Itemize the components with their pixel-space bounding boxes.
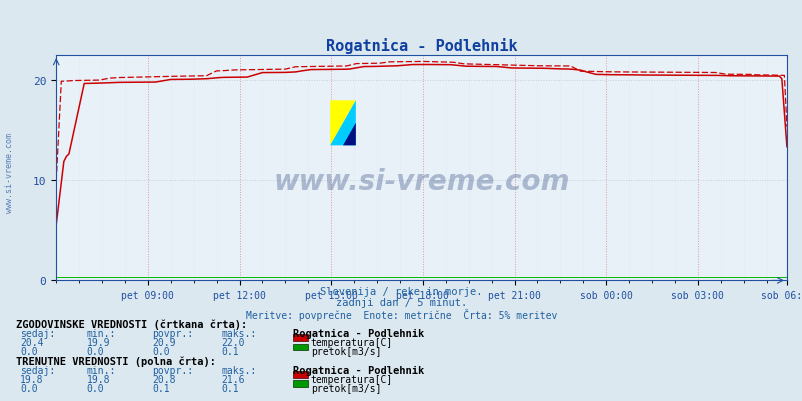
Text: 0.1: 0.1 <box>152 383 170 393</box>
Text: min.:: min.: <box>87 328 116 338</box>
Text: sedaj:: sedaj: <box>20 328 55 338</box>
Title: Rogatnica - Podlehnik: Rogatnica - Podlehnik <box>326 38 516 54</box>
Text: www.si-vreme.com: www.si-vreme.com <box>273 168 569 196</box>
Text: 20.9: 20.9 <box>152 337 176 347</box>
Text: Slovenija / reke in morje.: Slovenija / reke in morje. <box>320 287 482 297</box>
Text: 0.1: 0.1 <box>221 383 239 393</box>
Text: temperatura[C]: temperatura[C] <box>310 374 392 384</box>
Text: maks.:: maks.: <box>221 328 257 338</box>
Text: 19.8: 19.8 <box>20 374 43 384</box>
Text: Rogatnica - Podlehnik: Rogatnica - Podlehnik <box>293 365 423 375</box>
Text: 0.0: 0.0 <box>152 346 170 356</box>
Text: Meritve: povprečne  Enote: metrične  Črta: 5% meritev: Meritve: povprečne Enote: metrične Črta:… <box>245 308 557 320</box>
Text: 20.8: 20.8 <box>152 374 176 384</box>
Text: 0.0: 0.0 <box>20 383 38 393</box>
Polygon shape <box>342 124 355 146</box>
Text: 0.1: 0.1 <box>221 346 239 356</box>
Text: 19.9: 19.9 <box>87 337 110 347</box>
Text: maks.:: maks.: <box>221 365 257 375</box>
Text: povpr.:: povpr.: <box>152 328 193 338</box>
Text: sedaj:: sedaj: <box>20 365 55 375</box>
Text: 19.8: 19.8 <box>87 374 110 384</box>
Text: povpr.:: povpr.: <box>152 365 193 375</box>
Text: ZGODOVINSKE VREDNOSTI (črtkana črta):: ZGODOVINSKE VREDNOSTI (črtkana črta): <box>16 319 247 329</box>
Text: TRENUTNE VREDNOSTI (polna črta):: TRENUTNE VREDNOSTI (polna črta): <box>16 356 216 366</box>
Text: min.:: min.: <box>87 365 116 375</box>
Text: pretok[m3/s]: pretok[m3/s] <box>310 383 381 393</box>
Text: 0.0: 0.0 <box>20 346 38 356</box>
Text: 22.0: 22.0 <box>221 337 245 347</box>
Text: 20.4: 20.4 <box>20 337 43 347</box>
Polygon shape <box>330 101 355 146</box>
Text: www.si-vreme.com: www.si-vreme.com <box>5 132 14 213</box>
Text: pretok[m3/s]: pretok[m3/s] <box>310 346 381 356</box>
Text: 0.0: 0.0 <box>87 383 104 393</box>
Text: 0.0: 0.0 <box>87 346 104 356</box>
Text: zadnji dan / 5 minut.: zadnji dan / 5 minut. <box>335 298 467 308</box>
Text: 21.6: 21.6 <box>221 374 245 384</box>
Text: temperatura[C]: temperatura[C] <box>310 337 392 347</box>
Text: Rogatnica - Podlehnik: Rogatnica - Podlehnik <box>293 328 423 338</box>
Polygon shape <box>330 101 355 146</box>
